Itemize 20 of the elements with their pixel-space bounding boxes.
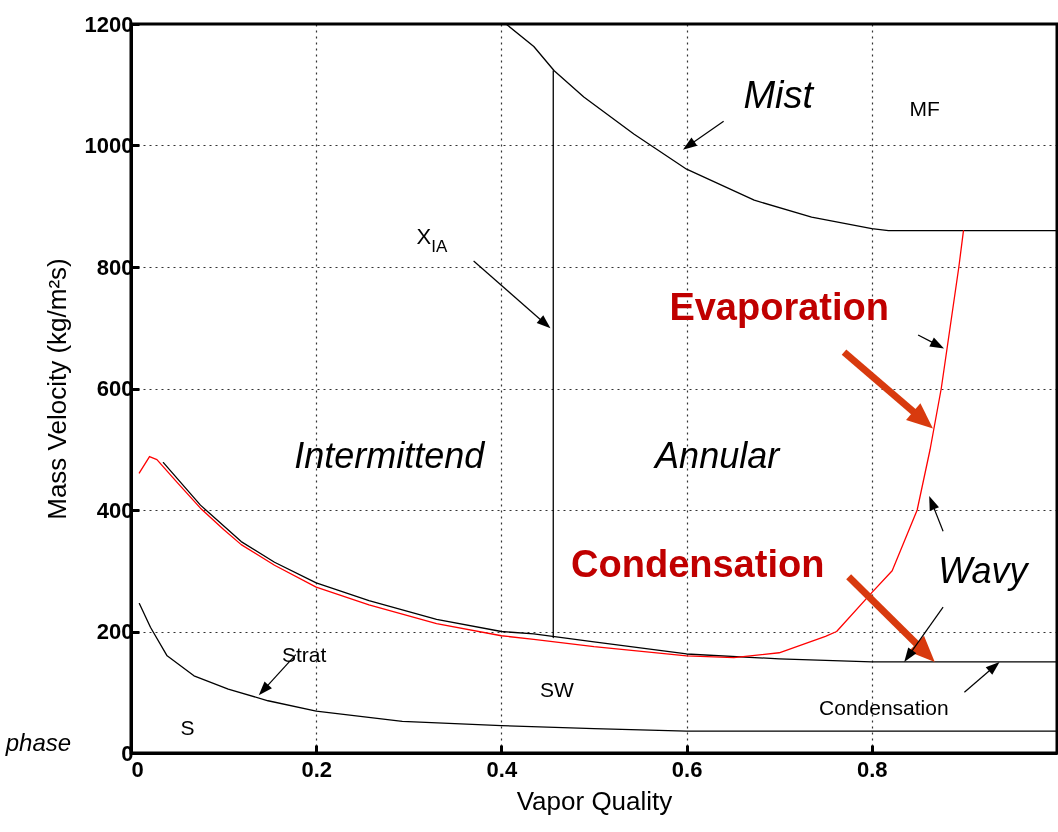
annotation: MF	[909, 96, 940, 120]
annotation: Intermittend	[294, 435, 486, 477]
x-tick-label: 0.6	[671, 756, 703, 782]
annotation: Mist	[743, 73, 815, 116]
x-tick-label: 0.2	[301, 756, 332, 782]
annotation: Condensation	[571, 542, 825, 585]
y-tick-label: 1200	[84, 11, 134, 37]
annotation: Wavy	[938, 549, 1030, 591]
y-axis-title: Mass Velocity (kg/m²s)	[41, 258, 72, 520]
annotation: Evaporation	[669, 285, 889, 328]
annotation: X$_{IA}$	[416, 223, 448, 256]
x-axis-title: Vapor Quality	[516, 785, 673, 816]
x-tick-label: 0.4	[486, 756, 518, 782]
text: phase	[4, 729, 72, 757]
annotation: Strat	[281, 642, 327, 666]
annotation: S	[180, 716, 195, 740]
annotation: Condensation	[819, 696, 949, 720]
annotation: Annular	[653, 435, 782, 477]
annotation: SW	[540, 678, 575, 702]
x-tick-label: 0.8	[857, 756, 888, 782]
